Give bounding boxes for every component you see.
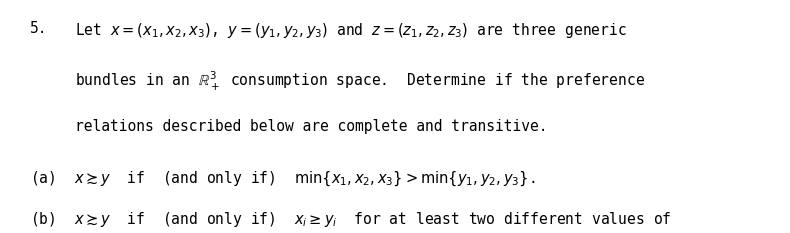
- Text: 5.: 5.: [30, 21, 47, 36]
- Text: (a)  $x \succsim y$  if  (and only if)  $\min\{x_1, x_2, x_3\} > \min\{y_1, y_2,: (a) $x \succsim y$ if (and only if) $\mi…: [30, 170, 536, 188]
- Text: Let $x = (x_1, x_2, x_3)$, $y = (y_1, y_2, y_3)$ and $z = (z_1, z_2, z_3)$ are t: Let $x = (x_1, x_2, x_3)$, $y = (y_1, y_…: [75, 21, 626, 40]
- Text: relations described below are complete and transitive.: relations described below are complete a…: [75, 119, 547, 134]
- Text: bundles in an $\mathbb{R}^3_+$ consumption space.  Determine if the preference: bundles in an $\mathbb{R}^3_+$ consumpti…: [75, 70, 645, 93]
- Text: (b)  $x \succsim y$  if  (and only if)  $x_i \geq y_i$  for at least two differe: (b) $x \succsim y$ if (and only if) $x_i…: [30, 210, 671, 229]
